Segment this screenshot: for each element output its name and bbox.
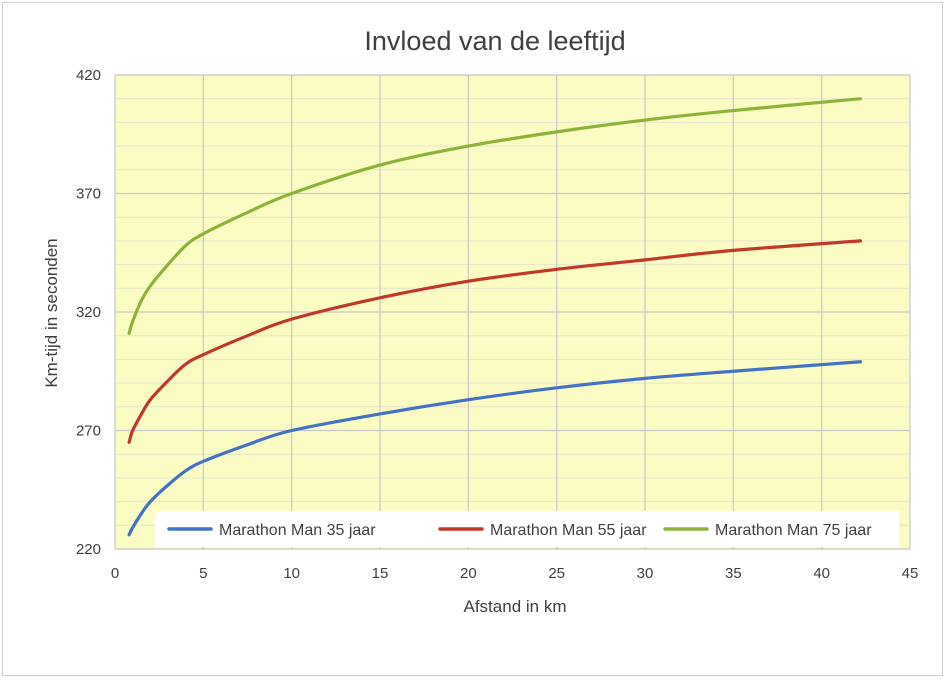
series-lines <box>127 97 863 537</box>
y-tick-label: 220 <box>76 541 101 558</box>
x-tick-label: 30 <box>637 565 654 582</box>
x-axis-ticks: 0 5 10 15 20 25 30 35 40 45 <box>111 565 919 582</box>
y-tick-label: 320 <box>76 304 101 321</box>
x-tick-label: 35 <box>725 565 742 582</box>
series-line-2 <box>127 239 863 444</box>
y-axis-label: Km-tijd in seconden <box>42 238 61 387</box>
y-tick-label: 270 <box>76 423 101 440</box>
y-axis-ticks: 220 270 320 370 420 <box>76 67 101 558</box>
chart: Invloed van de leeftijd 0 5 10 15 20 25 30 35 40… <box>42 26 919 616</box>
x-tick-label: 0 <box>111 565 119 582</box>
series-line-3 <box>127 97 863 335</box>
x-tick-label: 25 <box>548 565 565 582</box>
legend-label: Marathon Man 35 jaar <box>219 522 376 539</box>
series-line-1 <box>127 360 863 537</box>
legend-label: Marathon Man 75 jaar <box>715 522 872 539</box>
legend-label: Marathon Man 55 jaar <box>490 522 647 539</box>
y-tick-label: 370 <box>76 186 101 203</box>
x-tick-label: 45 <box>902 565 919 582</box>
legend: Marathon Man 35 jaar Marathon Man 55 jaar… <box>155 511 899 547</box>
x-axis-label: Afstand in km <box>464 597 567 616</box>
chart-title: Invloed van de leeftijd <box>364 26 625 56</box>
plot-border <box>114 74 911 550</box>
legend-box <box>155 511 899 547</box>
x-tick-label: 15 <box>372 565 389 582</box>
x-tick-label: 5 <box>199 565 207 582</box>
x-tick-label: 40 <box>813 565 830 582</box>
x-tick-label: 20 <box>460 565 477 582</box>
y-tick-label: 420 <box>76 67 101 84</box>
x-tick-label: 10 <box>283 565 300 582</box>
grid <box>114 74 911 550</box>
